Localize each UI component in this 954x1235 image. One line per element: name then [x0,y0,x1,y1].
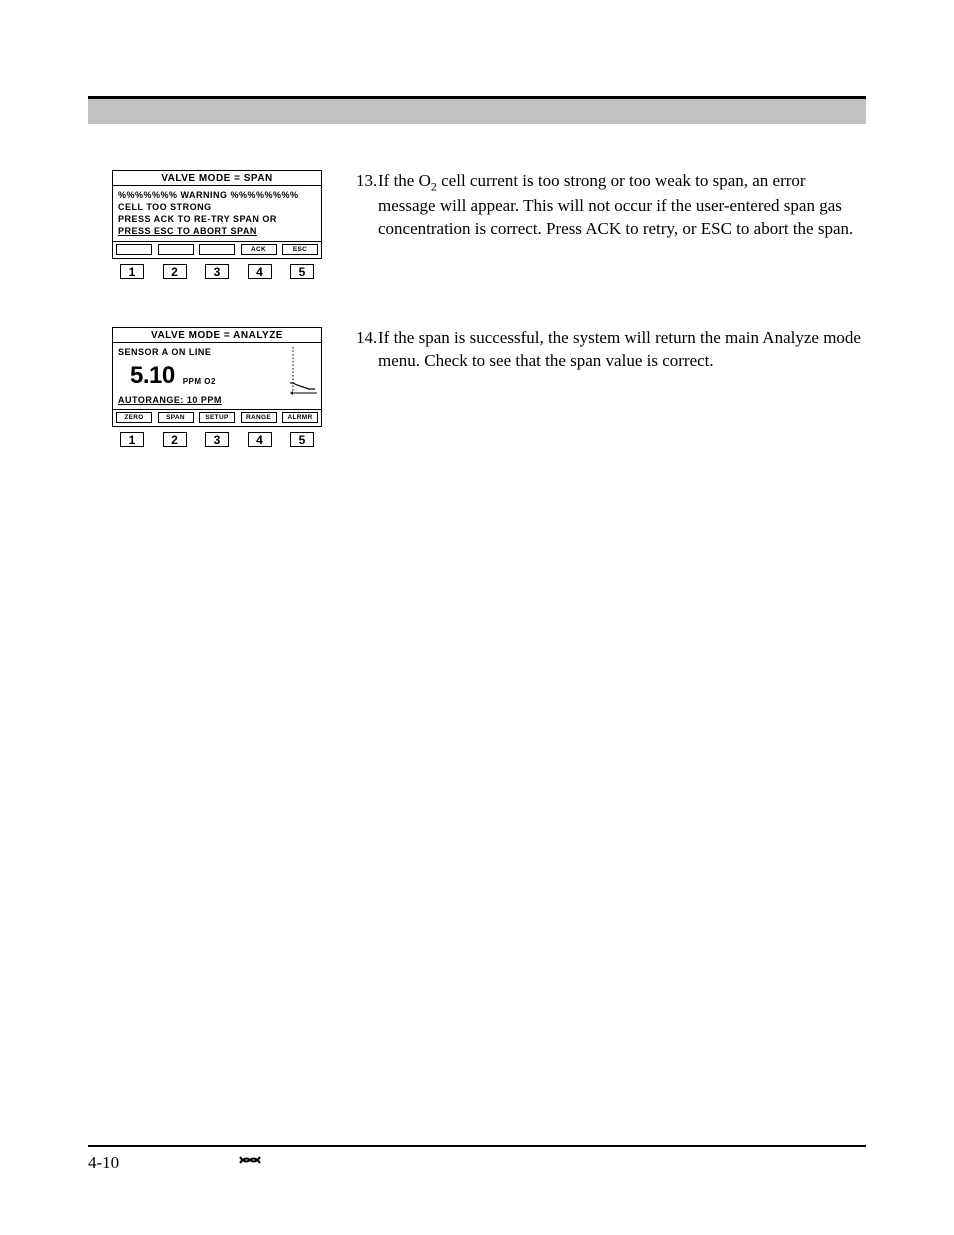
hardkey-2: 2 [163,264,187,279]
lcd-title: VALVE MODE = SPAN [113,171,321,186]
softkey-setup: SETUP [199,412,235,423]
lcd-cell-line: CELL TOO STRONG [118,201,316,213]
lcd-sensor-line: SENSOR A ON LINE [118,346,316,358]
softkey-3 [199,244,235,255]
step-13-row: VALVE MODE = SPAN %%%%%%% WARNING %%%%%%… [112,170,866,279]
softkey-ack: ACK [241,244,277,255]
header-band [88,96,866,124]
hardkey-2: 2 [163,432,187,447]
hardkey-5: 5 [290,432,314,447]
lcd-screen-analyze: VALVE MODE = ANALYZE SENSOR A ON LINE 5.… [112,327,322,428]
lcd-screen-warning: VALVE MODE = SPAN %%%%%%% WARNING %%%%%%… [112,170,322,259]
lcd-title: VALVE MODE = ANALYZE [113,328,321,343]
page-number: 4-10 [88,1153,119,1172]
lcd-ack-line: PRESS ACK TO RE-TRY SPAN OR [118,213,316,225]
hardkey-row: 1 2 3 4 5 [112,259,322,279]
para-text-post: cell current is too strong or too weak t… [378,171,853,238]
para-text: If the span is successful, the system wi… [378,328,861,370]
softkey-alrmr: ALRMR [282,412,318,423]
lcd-esc-line: PRESS ESC TO ABORT SPAN [118,225,316,237]
softkey-span: SPAN [158,412,194,423]
paragraph-13: 13.If the O2 cell current is too strong … [378,170,866,240]
hardkey-1: 1 [120,264,144,279]
softkey-esc: ESC [282,244,318,255]
lcd-autorange-line: AUTORANGE: 10 PPM [118,394,316,406]
lcd-warning-line: %%%%%%% WARNING %%%%%%%% [118,189,316,201]
hardkey-5: 5 [290,264,314,279]
para-text-pre: If the O [378,171,431,190]
reading-value: 5.10 [130,360,175,392]
trend-icon [289,345,317,397]
softkey-zero: ZERO [116,412,152,423]
softkey-range: RANGE [241,412,277,423]
hardkey-row: 1 2 3 4 5 [112,427,322,447]
softkey-2 [158,244,194,255]
hardkey-3: 3 [205,432,229,447]
hardkey-1: 1 [120,432,144,447]
step-number: 13. [356,170,378,193]
hardkey-3: 3 [205,264,229,279]
paragraph-14: 14.If the span is successful, the system… [378,327,866,373]
softkey-1 [116,244,152,255]
step-14-row: VALVE MODE = ANALYZE SENSOR A ON LINE 5.… [112,327,866,448]
logo-icon [238,1153,262,1167]
page-footer: 4-10 [88,1145,866,1173]
reading-unit: PPM O2 [183,377,216,388]
hardkey-4: 4 [248,432,272,447]
step-number: 14. [356,327,378,350]
hardkey-4: 4 [248,264,272,279]
